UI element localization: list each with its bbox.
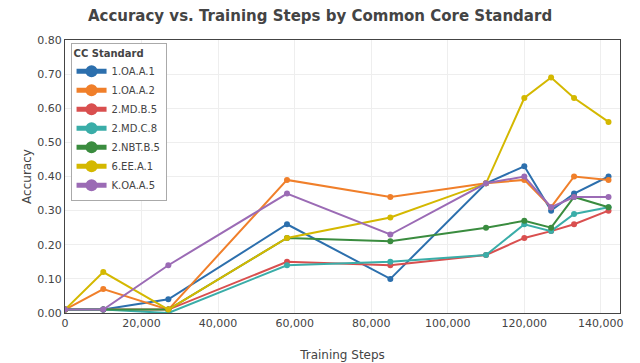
svg-text:60,000: 60,000 <box>275 317 314 330</box>
svg-text:Accuracy vs. Training Steps by: Accuracy vs. Training Steps by Common Co… <box>88 7 552 25</box>
svg-text:1.OA.A.2: 1.OA.A.2 <box>112 85 155 96</box>
svg-text:0.00: 0.00 <box>37 307 62 320</box>
svg-text:80,000: 80,000 <box>352 317 391 330</box>
svg-text:120,000: 120,000 <box>502 317 548 330</box>
svg-text:20,000: 20,000 <box>122 317 161 330</box>
svg-text:100,000: 100,000 <box>425 317 471 330</box>
svg-text:0.10: 0.10 <box>37 273 62 286</box>
svg-text:40,000: 40,000 <box>199 317 238 330</box>
svg-text:0: 0 <box>62 317 69 330</box>
svg-text:Training Steps: Training Steps <box>299 348 385 362</box>
svg-text:0.20: 0.20 <box>37 239 62 252</box>
svg-text:0.40: 0.40 <box>37 170 62 183</box>
svg-text:0.80: 0.80 <box>37 34 62 47</box>
svg-text:K.OA.A.5: K.OA.A.5 <box>112 180 155 191</box>
svg-text:2.NBT.B.5: 2.NBT.B.5 <box>112 142 160 153</box>
svg-text:0.60: 0.60 <box>37 102 62 115</box>
svg-text:Accuracy: Accuracy <box>20 149 34 204</box>
svg-text:1.OA.A.1: 1.OA.A.1 <box>112 66 155 77</box>
svg-text:2.MD.C.8: 2.MD.C.8 <box>112 123 158 134</box>
svg-text:6.EE.A.1: 6.EE.A.1 <box>112 161 154 172</box>
svg-text:140,000: 140,000 <box>578 317 624 330</box>
svg-text:2.MD.B.5: 2.MD.B.5 <box>112 104 157 115</box>
svg-text:0.70: 0.70 <box>37 68 62 81</box>
svg-text:CC Standard: CC Standard <box>74 48 144 59</box>
svg-text:0.50: 0.50 <box>37 136 62 149</box>
svg-text:0.30: 0.30 <box>37 204 62 217</box>
